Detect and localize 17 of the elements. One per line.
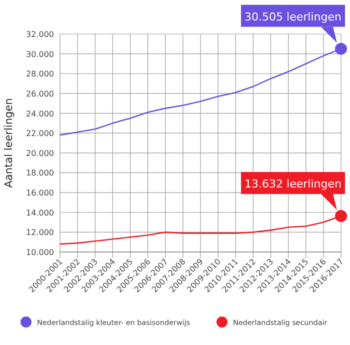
y-tick-label: 30.000: [26, 50, 54, 59]
y-tick-label: 26.000: [26, 89, 54, 98]
y-tick-label: 16.000: [26, 188, 54, 198]
annotation: 13.632 leerlingen: [244, 178, 342, 191]
y-tick-label: 12.000: [26, 228, 54, 238]
y-tick-label: 32.000: [26, 30, 54, 39]
y-tick-label: 24.000: [26, 109, 54, 118]
y-axis-title: Aantal leerlingen: [3, 98, 15, 188]
y-tick-label: 28.000: [26, 70, 54, 79]
callout: 30.505 leerlingen: [241, 4, 347, 55]
y-tick-label: 20.000: [26, 148, 54, 158]
y-tick-label: 10.000: [26, 248, 54, 257]
annotation: 30.505 leerlingen: [244, 10, 342, 24]
y-tick-label: 14.000: [26, 208, 54, 218]
callout: 13.632 leerlingen: [241, 172, 347, 222]
y-tick-label: 18.000: [26, 168, 54, 178]
y-tick-label: 22.000: [26, 129, 54, 138]
